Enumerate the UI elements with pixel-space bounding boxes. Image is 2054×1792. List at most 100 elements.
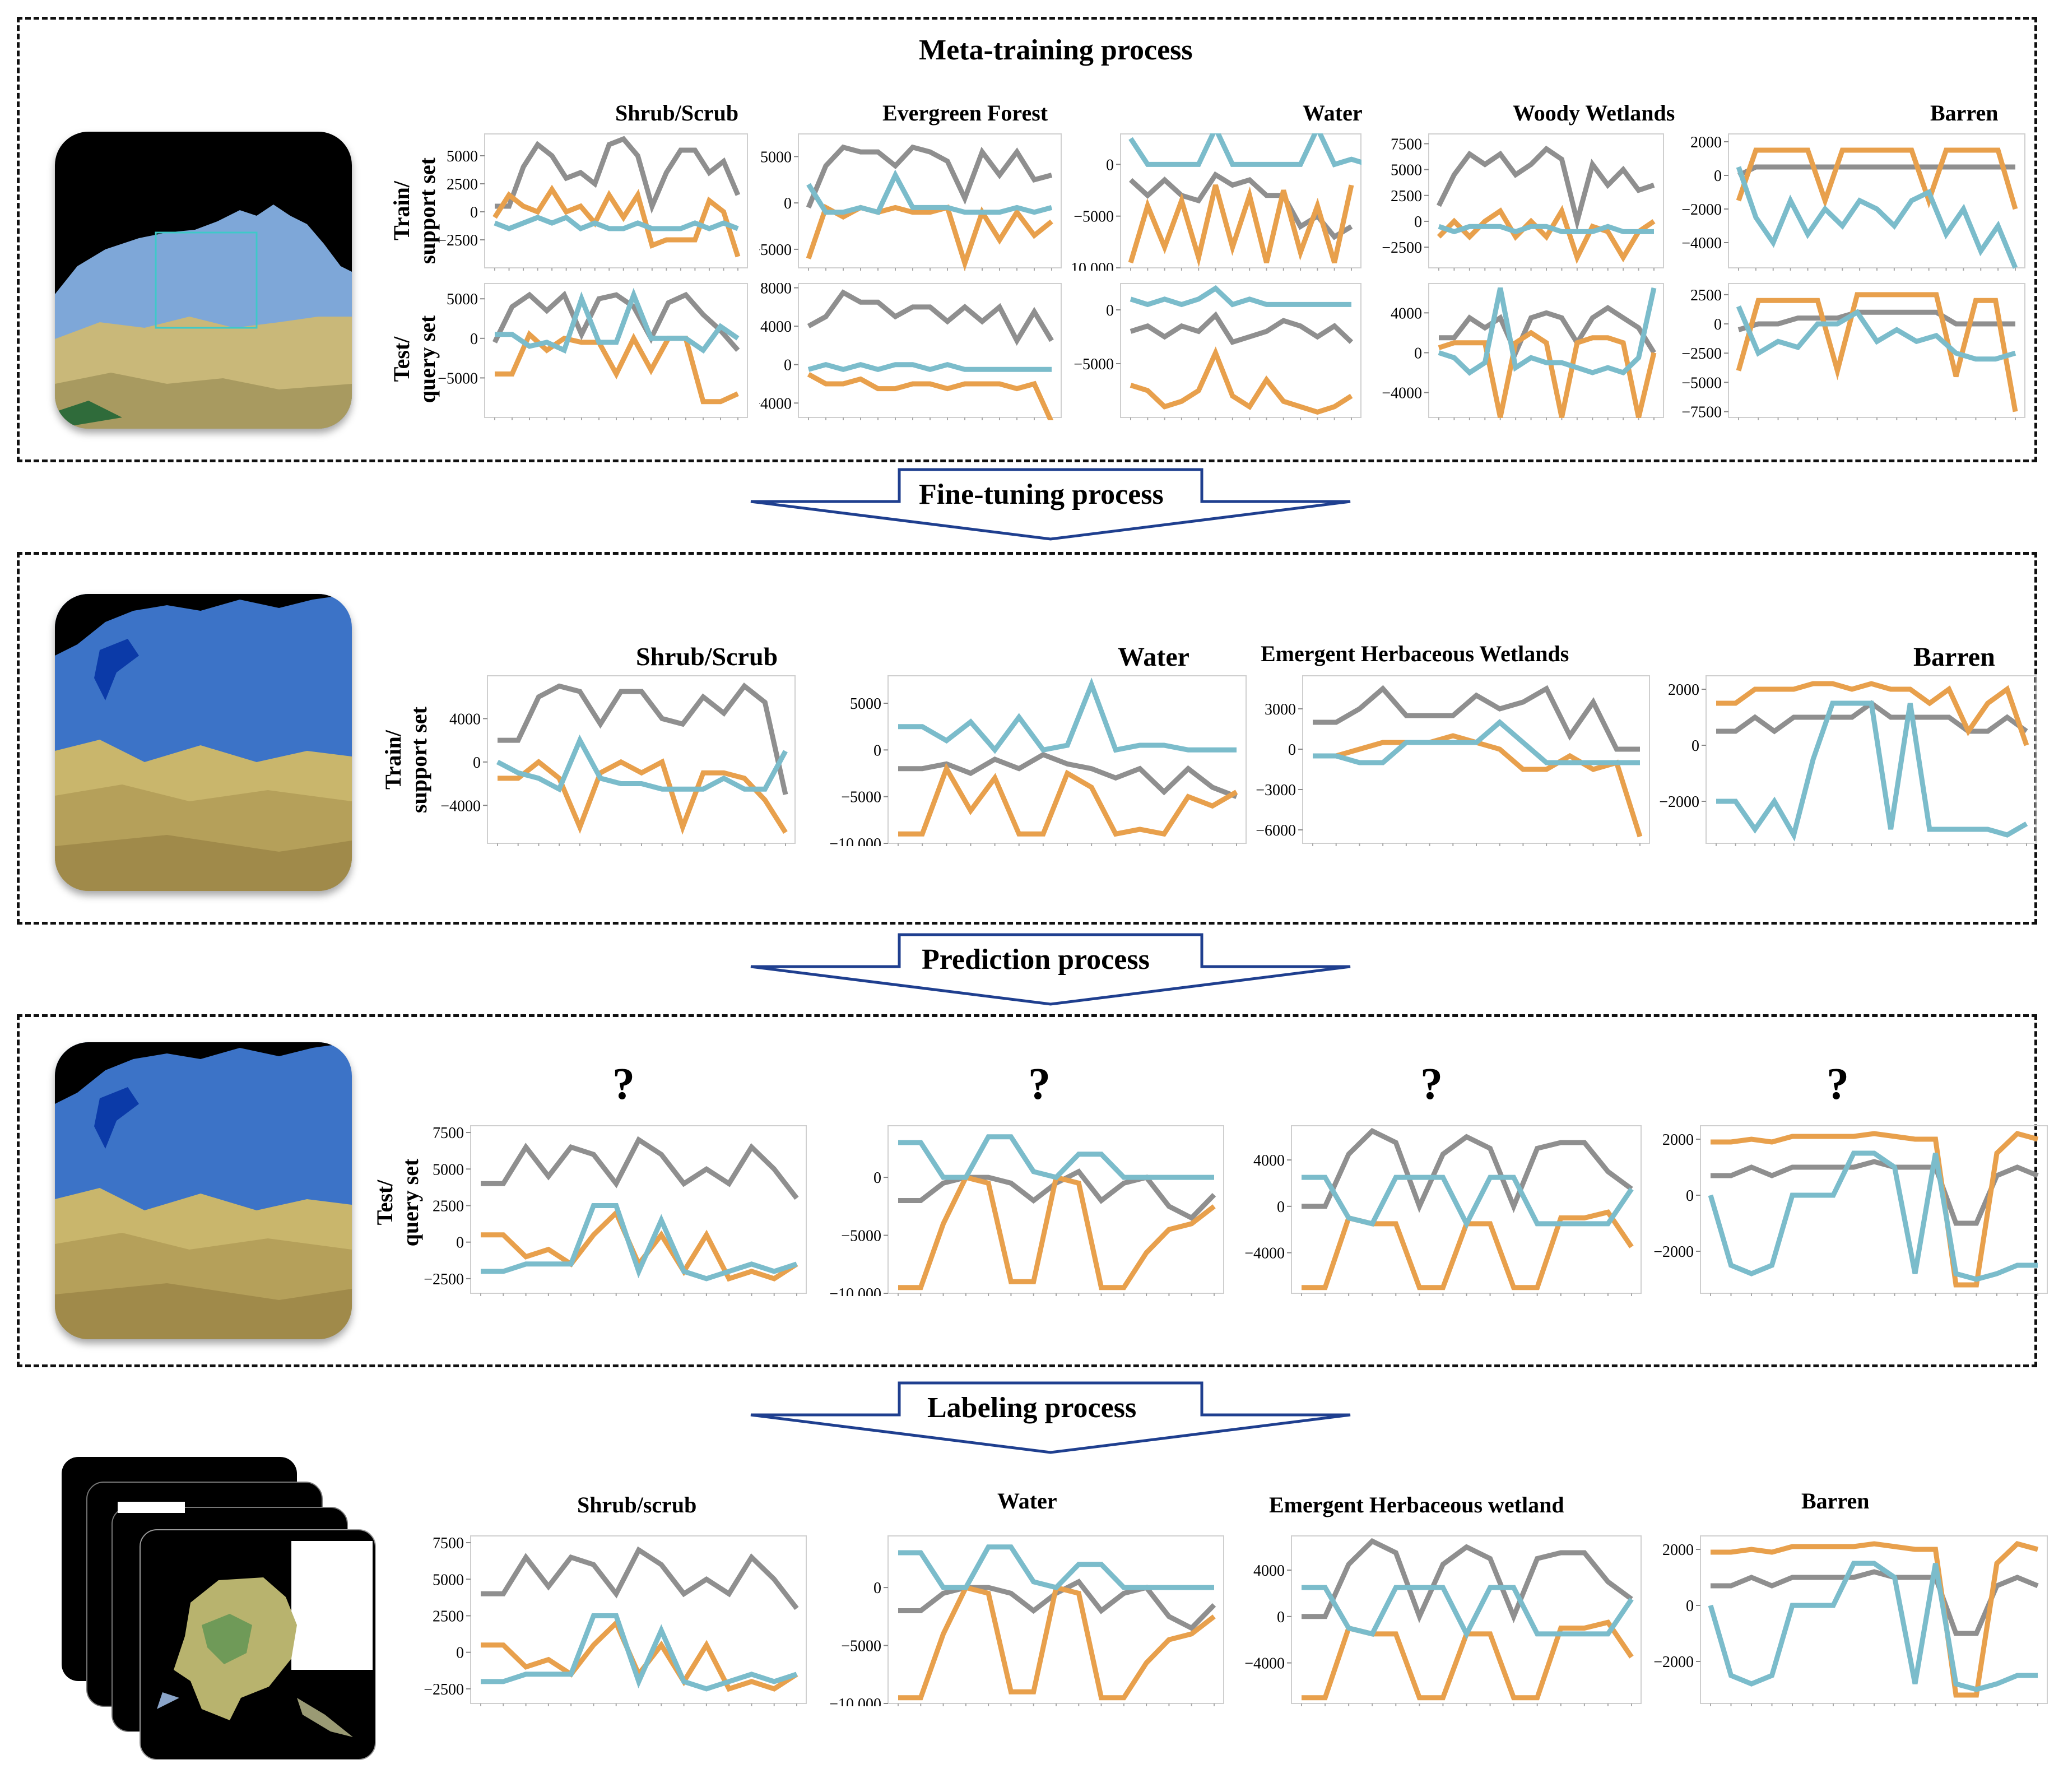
y-tick-label: 0 xyxy=(1686,1598,1694,1615)
series-line-gray xyxy=(1737,164,2015,178)
series-line-blue xyxy=(1736,305,2016,362)
y-tick-label: 4000 xyxy=(449,711,481,728)
series-line-orange xyxy=(898,1584,1216,1701)
stacked-map-outputs xyxy=(62,1457,387,1771)
series-line-blue xyxy=(1128,133,1361,168)
y-tick-label: 0 xyxy=(1714,316,1722,333)
series-line-orange xyxy=(898,763,1238,837)
chart-lb-2: −10,000 −5000 0 xyxy=(829,1535,1224,1706)
y-tick-label: 0 xyxy=(1277,1199,1285,1216)
arrow-labeling xyxy=(750,1381,1351,1454)
y-tick-label: 0 xyxy=(1686,1187,1694,1205)
y-tick-label: −2500 xyxy=(1681,345,1722,363)
chart-mt-barren-train: −4000 −2000 0 2000 xyxy=(1681,133,2025,271)
series-line-orange xyxy=(495,330,739,405)
y-tick-label: −2000 xyxy=(1681,201,1722,219)
y-tick-label: 2000 xyxy=(1690,134,1722,151)
series-line-gray xyxy=(898,751,1238,799)
class-title-barren: Barren xyxy=(1801,1488,1870,1514)
plot-frame xyxy=(1120,133,1361,268)
chart-mt-water-train: −10,000 −5000 0 xyxy=(1070,133,1361,271)
y-tick-label: −4000 xyxy=(1681,235,1722,252)
chart-mt-evergreen-train: −5000 0 5000 xyxy=(759,133,1062,271)
series-line-gray xyxy=(1711,1159,2039,1226)
y-tick-label: 2000 xyxy=(1668,681,1699,699)
series-line-orange xyxy=(1716,681,2029,746)
chart-pr-1: −2500 0 2500 5000 7500 xyxy=(424,1125,807,1296)
y-tick-label: 2500 xyxy=(433,1197,464,1215)
chart-pr-3: −4000 0 4000 xyxy=(1244,1125,1642,1296)
series-line-orange xyxy=(1128,184,1354,267)
y-tick-label: 4000 xyxy=(1253,1562,1285,1580)
y-tick-label: 7500 xyxy=(1391,136,1422,153)
labeling-label: Labeling process xyxy=(927,1392,1137,1424)
class-title-water: Water xyxy=(1118,642,1189,672)
class-title-emergent-herbaceous-wetlands: Emergent Herbaceous Wetlands xyxy=(1261,641,1569,666)
y-tick-label: 5000 xyxy=(850,695,881,713)
series-line-gray xyxy=(481,1136,799,1200)
y-tick-label: −5000 xyxy=(759,242,792,259)
y-tick-label: 4000 xyxy=(760,318,792,336)
series-line-orange xyxy=(807,372,1054,420)
class-title-shrub-scrub: Shrub/Scrub xyxy=(636,642,778,671)
series-line-blue xyxy=(481,1203,798,1282)
series-line-orange xyxy=(806,203,1053,271)
y-tick-label: 0 xyxy=(473,754,481,772)
y-tick-label: 0 xyxy=(873,1580,881,1597)
y-tick-label: −2000 xyxy=(1653,1654,1694,1671)
chart-mt-evergreen-test: −4000 0 4000 8000 xyxy=(759,283,1062,420)
class-title-water: Water xyxy=(997,1488,1057,1514)
chart-lb-4: −2000 0 2000 xyxy=(1653,1535,2048,1706)
series-line-orange xyxy=(1736,147,2018,210)
y-tick-label: 0 xyxy=(1414,213,1422,231)
row-label-train-support: Train/support set xyxy=(380,706,431,814)
y-tick-label: −10,000 xyxy=(1070,260,1114,271)
y-tick-label: −2500 xyxy=(424,1681,464,1698)
y-tick-label: −4000 xyxy=(1244,1245,1285,1262)
series-line-gray xyxy=(807,289,1054,346)
series-line-orange xyxy=(492,184,741,258)
map-thumbnail xyxy=(55,1042,352,1339)
y-tick-label: −5000 xyxy=(841,1228,881,1245)
y-tick-label: 2500 xyxy=(1391,188,1422,205)
y-tick-label: 0 xyxy=(1414,345,1422,362)
series-line-blue xyxy=(1736,166,2018,269)
y-tick-label: 0 xyxy=(1691,737,1699,755)
y-tick-label: −4000 xyxy=(759,395,792,412)
prediction-label: Prediction process xyxy=(922,944,1150,976)
y-tick-label: −2000 xyxy=(1653,1243,1694,1261)
y-tick-label: 5000 xyxy=(760,148,792,166)
y-tick-label: 0 xyxy=(873,742,881,759)
series-line-gray xyxy=(1436,145,1655,231)
series-line-gray xyxy=(1313,685,1640,752)
class-title-emergent-herbaceous-wetland: Emergent Herbaceous wetland xyxy=(1269,1492,1564,1517)
series-line-gray xyxy=(481,1546,799,1610)
series-line-gray xyxy=(492,290,740,352)
fine-tuning-label: Fine-tuning process xyxy=(919,479,1164,510)
series-line-blue xyxy=(495,287,740,354)
series-line-gray xyxy=(1439,305,1656,359)
y-tick-label: −5000 xyxy=(1074,208,1114,226)
class-title-woody-wetlands: Woody Wetlands xyxy=(1513,100,1675,126)
y-tick-label: −7500 xyxy=(1681,404,1722,420)
y-tick-label: 2500 xyxy=(433,1608,464,1625)
unknown-class-mark: ? xyxy=(1827,1060,1849,1109)
plot-frame xyxy=(887,675,1247,844)
y-tick-label: 0 xyxy=(1714,168,1722,185)
meta-training-panel xyxy=(17,17,2037,462)
y-tick-label: 0 xyxy=(470,204,478,221)
series-line-blue xyxy=(1438,224,1654,235)
y-tick-label: −3000 xyxy=(1256,782,1296,799)
series-line-blue xyxy=(1302,1585,1634,1640)
y-tick-label: −5000 xyxy=(841,1638,881,1655)
y-tick-label: −4000 xyxy=(1382,385,1422,402)
chart-ft-emergent: −6000 −3000 0 3000 xyxy=(1256,675,1650,846)
y-tick-label: 0 xyxy=(784,195,792,212)
series-line-orange xyxy=(1313,733,1643,838)
y-tick-label: −10,000 xyxy=(829,1285,881,1296)
y-tick-label: 3000 xyxy=(1265,701,1296,718)
chart-lb-1: −2500 0 2500 5000 7500 xyxy=(424,1535,807,1706)
arrow-prediction xyxy=(750,933,1351,1006)
class-title-evergreen-forest: Evergreen Forest xyxy=(882,100,1048,126)
series-line-gray xyxy=(1302,1538,1633,1623)
